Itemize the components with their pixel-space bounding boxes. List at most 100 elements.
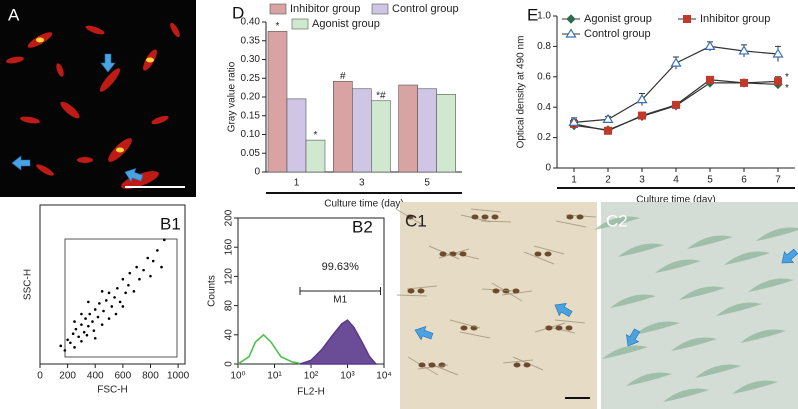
- x-tick-label: 10¹: [267, 371, 282, 382]
- cell-process: [396, 294, 428, 297]
- cell: [626, 372, 672, 386]
- bar-annotation: #: [340, 71, 346, 82]
- legend-label: Agonist group: [584, 13, 652, 25]
- marker: [706, 75, 714, 84]
- point: [160, 265, 163, 269]
- cell-process: [502, 359, 534, 364]
- arrow: [626, 328, 641, 347]
- marker: [738, 45, 750, 55]
- plot-frame: [39, 204, 186, 365]
- point: [135, 265, 138, 269]
- gate: [64, 238, 178, 358]
- x-tick-label: 3: [639, 175, 645, 186]
- x-axis-label: FL2-H: [297, 387, 325, 398]
- cell-nucleus: [439, 251, 447, 257]
- cell: [618, 243, 664, 257]
- point: [146, 256, 150, 260]
- point: [142, 268, 145, 272]
- cell-process: [459, 331, 491, 339]
- marker: [636, 93, 648, 104]
- y-axis-label: Gray value ratio: [227, 61, 238, 132]
- y-axis-label: Optical density at 490 nm: [516, 36, 527, 149]
- point: [92, 329, 96, 332]
- cell-nucleus: [418, 362, 426, 368]
- cell: [655, 259, 701, 273]
- x-tick-label: 10⁰: [230, 371, 245, 382]
- arrow: [414, 326, 434, 341]
- y-tick-label: 0.4: [537, 102, 551, 113]
- arrow: [11, 155, 31, 171]
- legend-swatch: [291, 18, 309, 30]
- cell: [679, 286, 725, 300]
- point: [116, 286, 119, 290]
- y-tick-label: 80: [224, 300, 235, 312]
- cell-nucleus: [406, 214, 414, 220]
- cell: [687, 235, 733, 249]
- cell-nucleus: [428, 362, 436, 368]
- panel-label: B2: [352, 217, 373, 236]
- x-tick-label: 5: [707, 175, 713, 186]
- x-tick-label: 800: [142, 371, 159, 382]
- point: [149, 274, 152, 278]
- x-axis-label: FSC-H: [97, 385, 128, 396]
- x-tick-label: 200: [59, 371, 76, 382]
- point: [127, 283, 130, 287]
- cell: [716, 302, 762, 316]
- x-tick-label: 0: [37, 371, 43, 382]
- point: [151, 259, 155, 263]
- cell: [602, 345, 648, 359]
- y-tick-label: 0.30: [241, 54, 261, 65]
- y-tick-label: 0.20: [241, 92, 261, 103]
- arrow: [124, 168, 144, 183]
- cell: [85, 25, 105, 35]
- cell-nucleus: [459, 251, 467, 257]
- cell: [663, 388, 709, 402]
- point: [107, 291, 111, 295]
- cell-core: [36, 37, 44, 43]
- y-tick-label: 1.0: [537, 11, 551, 22]
- x-tick-label: 7: [775, 175, 781, 186]
- point: [93, 336, 97, 340]
- cell-nucleus: [566, 214, 574, 220]
- x-tick-label: 6: [741, 175, 747, 186]
- x-tick-label: 1: [571, 175, 577, 186]
- y-tick-label: 0: [545, 163, 551, 174]
- marker: [772, 48, 784, 58]
- point: [100, 290, 104, 293]
- legend-label: Inhibitor group: [700, 13, 770, 25]
- panel-label: A: [8, 5, 20, 24]
- cell: [77, 157, 93, 163]
- y-tick-label: 0.15: [241, 110, 261, 121]
- marker: [670, 57, 682, 67]
- cell-core: [116, 147, 124, 153]
- point: [121, 305, 125, 308]
- point: [80, 323, 83, 326]
- cell: [724, 251, 770, 265]
- marker: [774, 77, 782, 86]
- point: [71, 332, 75, 336]
- cell: [170, 22, 180, 38]
- gate-bracket: [299, 287, 381, 295]
- point: [87, 300, 90, 304]
- x-tick-label: 10⁴: [376, 371, 391, 382]
- bar-annotation: *: [314, 130, 318, 141]
- image-bg: [400, 202, 597, 409]
- cell-nucleus: [471, 214, 479, 220]
- bar: [286, 98, 307, 173]
- cell: [610, 294, 656, 308]
- cell: [740, 329, 786, 343]
- x-tick-label: 600: [115, 371, 132, 382]
- y-axis-label: SSC-H: [23, 269, 34, 300]
- cell-nucleus: [481, 214, 489, 220]
- y-tick-label: 0.35: [241, 35, 261, 46]
- cell-nucleus: [544, 251, 552, 257]
- bar-annotation: *#: [376, 90, 386, 101]
- y-tick-label: 0: [224, 361, 235, 367]
- cell: [60, 101, 80, 119]
- cell-nucleus: [534, 251, 542, 257]
- cell: [748, 278, 794, 292]
- cell: [634, 321, 680, 335]
- point: [88, 312, 92, 316]
- point: [162, 238, 166, 242]
- point: [93, 308, 97, 311]
